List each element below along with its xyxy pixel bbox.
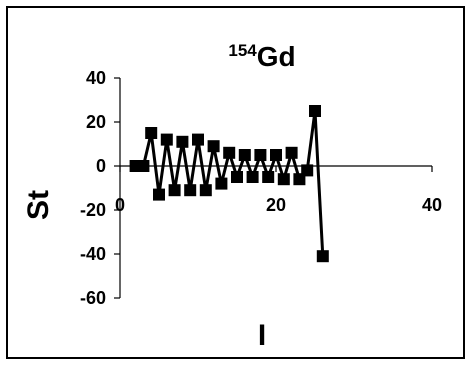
y-tick-label: 20 xyxy=(86,112,106,132)
data-point-marker xyxy=(192,133,204,146)
data-point-marker xyxy=(301,164,314,177)
data-point-marker xyxy=(207,140,220,153)
y-tick-label: -60 xyxy=(80,288,106,308)
data-point-marker xyxy=(153,188,165,201)
chart-title-main: Gd xyxy=(257,41,296,72)
data-point-marker xyxy=(176,135,189,148)
data-point-marker xyxy=(316,250,329,263)
data-point-marker xyxy=(309,105,321,117)
x-tick-label: 0 xyxy=(115,195,125,215)
x-axis-title: I xyxy=(258,319,266,352)
data-point-marker xyxy=(137,160,150,172)
data-point-marker xyxy=(254,149,267,161)
y-tick-label: -20 xyxy=(80,200,106,220)
y-tick-label: 40 xyxy=(86,68,106,88)
data-point-marker xyxy=(270,149,282,161)
data-point-marker xyxy=(215,177,228,190)
data-point-marker xyxy=(262,171,275,183)
data-point-marker xyxy=(145,127,158,139)
y-axis-title: St xyxy=(22,190,55,220)
data-point-marker xyxy=(184,184,197,197)
y-tick-label: 0 xyxy=(96,156,106,176)
data-point-marker xyxy=(238,149,251,161)
x-tick-label: 20 xyxy=(266,195,286,215)
series-line xyxy=(129,105,329,263)
data-point-marker xyxy=(168,184,181,197)
axes: 40 20 0 -20 -40 -60 0 20 40 xyxy=(80,68,442,308)
data-point-marker xyxy=(285,146,298,159)
chart-title-superscript: 154 xyxy=(228,41,257,60)
data-point-marker xyxy=(223,146,236,159)
y-tick-label: -40 xyxy=(80,244,106,264)
x-tick-label: 40 xyxy=(422,195,442,215)
data-point-marker xyxy=(246,171,259,183)
chart-title: 154Gd xyxy=(228,41,295,72)
data-point-marker xyxy=(231,171,243,183)
data-point-marker xyxy=(160,133,173,146)
data-point-marker xyxy=(277,173,290,186)
data-point-marker xyxy=(199,184,212,197)
